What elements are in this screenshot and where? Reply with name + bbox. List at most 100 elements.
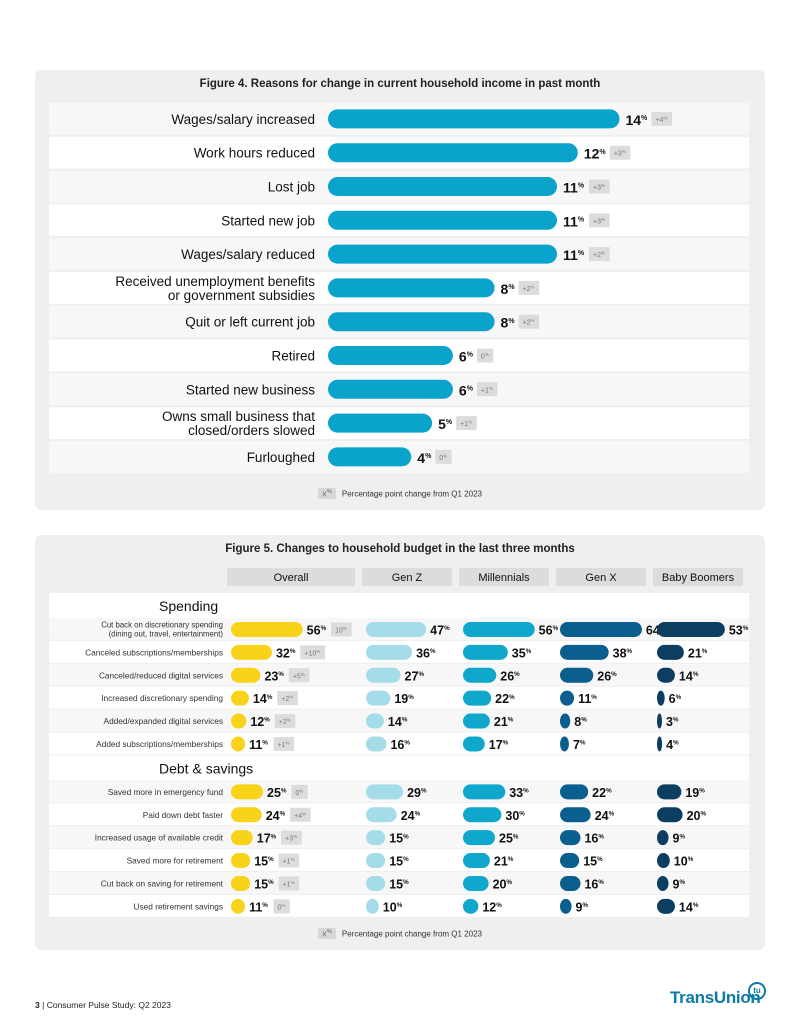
footer-text: Consumer Pulse Study: Q2 2023: [46, 1000, 171, 1010]
value-label: 32%: [276, 646, 296, 660]
value-label: 12%: [250, 715, 270, 729]
bar: [231, 784, 263, 800]
bar: [366, 784, 404, 800]
bar: [328, 109, 620, 129]
value-label: 12%: [584, 146, 607, 162]
value-label: 36%: [416, 646, 436, 660]
change-chip-text: +5%: [293, 672, 305, 681]
change-chip-text: +3%: [614, 149, 626, 158]
value-label: 15%: [389, 855, 409, 869]
change-chip-bg: [300, 645, 326, 660]
value-label: 15%: [389, 877, 409, 891]
category-label: Started new business: [186, 382, 315, 397]
change-chip-bg: [518, 314, 540, 329]
bar: [231, 807, 262, 823]
bar: [560, 898, 572, 914]
value-label: 14%: [253, 692, 273, 706]
change-chip-bg: [278, 853, 300, 868]
row-label: Saved more in emergency fund: [108, 787, 224, 797]
bar: [231, 690, 249, 706]
bar: [231, 898, 246, 914]
column-header-bg: [556, 568, 646, 586]
bar: [231, 713, 247, 729]
change-chip: +2%: [274, 714, 296, 729]
change-chip-text: +1%: [460, 420, 472, 429]
bar: [463, 807, 502, 823]
change-chip-bg: [281, 830, 302, 845]
column-header: Baby Boomers: [662, 572, 735, 584]
change-chip: 0%: [435, 449, 452, 464]
bar: [657, 667, 675, 683]
bar: [366, 621, 427, 637]
bar: [328, 143, 578, 163]
change-chip: +10%: [300, 645, 326, 660]
value-label: 14%: [388, 715, 408, 729]
value-label: 9%: [673, 832, 686, 846]
bar: [366, 667, 401, 683]
change-chip: +1%: [476, 382, 498, 397]
change-chip-text: +2%: [523, 318, 535, 327]
change-chip-bg: [589, 179, 610, 194]
row-label: Canceled subscriptions/memberships: [85, 647, 223, 657]
change-chip-text: +2%: [523, 284, 535, 293]
row-label: Increased discretionary spending: [101, 693, 223, 703]
bar: [231, 736, 246, 752]
bar: [366, 644, 413, 660]
change-chip: +3%: [589, 213, 610, 228]
change-chip: +1%: [278, 853, 300, 868]
value-label: 4%: [417, 450, 432, 466]
column-header-bg: [227, 568, 355, 586]
bar: [328, 177, 558, 196]
bar: [463, 736, 485, 752]
column-header: Gen X: [585, 572, 617, 584]
bar: [560, 830, 581, 846]
value-label: 15%: [254, 855, 274, 869]
figure-4-chart: Wages/salary increased 14% +4% Work hours r…: [49, 103, 749, 473]
change-chip-text: +3%: [593, 217, 605, 226]
row-label: Added subscriptions/memberships: [96, 739, 223, 749]
bar: [328, 210, 558, 230]
change-chip: +1%: [456, 416, 477, 431]
bar: [231, 667, 261, 683]
value-label: 47%: [430, 623, 450, 637]
bar: [657, 736, 663, 752]
value-label: 24%: [595, 809, 615, 823]
bar: [231, 853, 251, 869]
change-chip-bg: [277, 691, 298, 706]
change-chip: +3%: [281, 830, 302, 845]
figure-4-panel: Figure 4. Reasons for change in current …: [35, 70, 765, 510]
change-chip: 10%: [331, 622, 352, 637]
change-chip-bg: [331, 622, 352, 637]
row-band: [49, 686, 749, 709]
figure-5-legend: X% Percentage point change from Q1 2023: [35, 928, 765, 940]
value-label: 15%: [254, 877, 274, 891]
bar: [463, 644, 508, 660]
change-chip-bg: [589, 247, 610, 262]
change-chip-bg: [456, 416, 477, 431]
value-label: 9%: [576, 900, 589, 914]
bar: [657, 898, 675, 914]
change-chip-bg: [651, 111, 673, 126]
value-label: 21%: [688, 646, 708, 660]
change-chip-text: +2%: [279, 718, 291, 727]
row-label: Saved more for retirement: [127, 856, 224, 866]
change-chip-bg: [518, 280, 540, 295]
value-label: 5%: [438, 416, 453, 432]
change-chip-bg: [278, 876, 300, 891]
legend-chip: X%: [318, 928, 336, 940]
change-chip: +4%: [651, 111, 673, 126]
value-label: 53%: [729, 623, 749, 637]
row-label: Added/expanded digital services: [104, 716, 223, 726]
category-label: or government subsidies: [168, 288, 315, 303]
bar: [231, 875, 251, 891]
change-chip-text: +1%: [481, 386, 493, 395]
change-chip-bg: [274, 714, 296, 729]
figure-4-title: Figure 4. Reasons for change in current …: [199, 78, 601, 90]
value-label: 21%: [494, 715, 514, 729]
change-chip-bg: [589, 213, 610, 228]
figure-5-title: Figure 5. Changes to household budget in…: [225, 543, 575, 555]
value-label: 26%: [597, 669, 617, 683]
value-label: 11%: [249, 900, 268, 914]
category-label: Received unemployment benefits: [115, 274, 315, 289]
bar: [366, 853, 386, 869]
